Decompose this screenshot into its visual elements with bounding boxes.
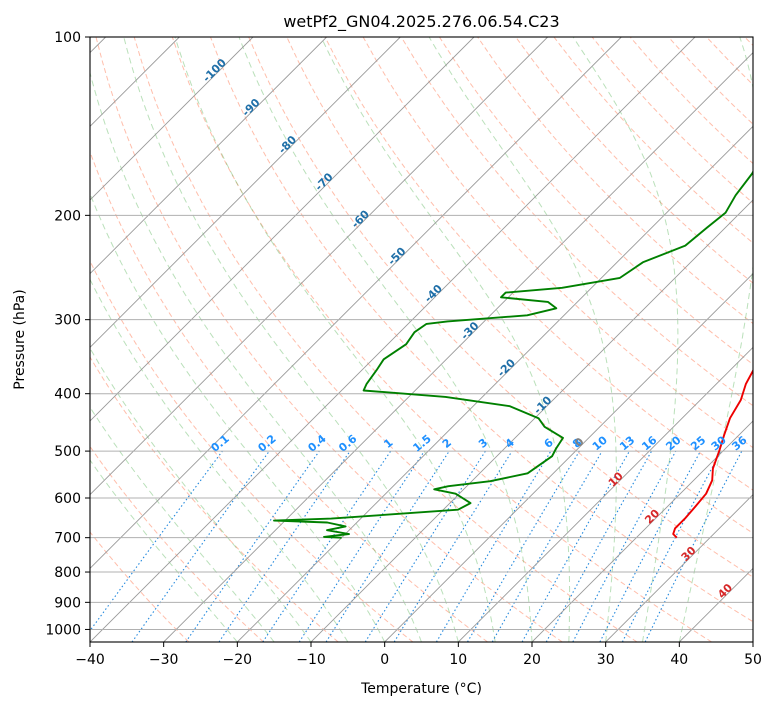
mixing-ratio-line [218,450,351,642]
dry-adiabat-line [515,37,753,284]
moist-adiabat-line [123,37,459,642]
x-tick-label: −30 [149,652,179,668]
moist-adiabat-line [90,278,349,642]
skewed-isotherms [90,37,753,642]
x-tick-label: −10 [296,652,326,668]
x-axis-title: Temperature (°C) [360,681,482,697]
dry-adiabat-line [90,445,264,642]
isotherm-line [90,37,696,642]
x-axis-ticks: −40 −30 −20 −10 0 10 20 30 40 50 [75,642,762,668]
mixing-ratio-line [262,450,392,642]
mixing-ratio-line [644,450,743,642]
mixing-ratio-lines [90,450,743,642]
y-tick-label: 600 [54,491,81,507]
x-tick-label: 20 [523,652,541,668]
mixing-ratio-line [325,450,450,642]
temperature-trace [672,368,753,539]
moist-adiabat-line [90,70,422,642]
dry-adiabat-line [324,37,753,491]
dry-adiabat-line [90,150,488,642]
mixing-ratio-line [545,450,653,642]
dry-adiabat-line [90,531,190,642]
y-tick-label: 100 [54,30,81,46]
isotherm-line [90,37,327,275]
moist-adiabat-line [90,192,386,642]
dry-adiabat-line [171,37,712,642]
dry-adiabat-line [248,37,753,578]
y-tick-label: 200 [54,208,81,224]
plot-frame [89,36,754,643]
isotherm-line [458,346,753,642]
isotherm-line [163,52,753,642]
x-tick-label: −20 [223,652,253,668]
isotherm-line [90,37,622,569]
moist-adiabat-line [572,37,679,642]
x-tick-label: 40 [670,652,688,668]
moist-adiabat-line [238,37,533,642]
y-tick-label: 1000 [45,622,81,638]
mixing-ratio-line [393,450,513,642]
mixing-ratio-line [298,450,425,642]
x-tick-label: 50 [744,652,762,668]
mixing-ratio-line [572,450,677,642]
moist-adiabat-line [90,406,275,642]
x-tick-label: 0 [380,652,389,668]
isotherm-line [384,273,753,642]
dewpoint-trace [273,169,753,539]
isotherm-line [605,494,753,642]
dry-adiabat-line [210,37,753,623]
y-tick-label: 400 [54,387,81,403]
sounding-traces [273,169,753,539]
plot-area: 0.1 0.2 0.4 0.6 1 1.5 2 3 4 6 8 10 13 16 20 25 30 36-100-… [90,37,753,642]
y-tick-label: 900 [54,595,81,611]
dry-adiabat-line [438,37,753,366]
isotherm-line [90,37,401,348]
dry-adiabat-line [133,37,638,642]
mixing-ratio-line [185,450,320,642]
isotherm-line [90,37,548,496]
mixing-ratio-line [90,450,223,632]
isotherm-line [310,199,753,642]
y-tick-label: 300 [54,313,81,329]
pressure-gridlines [90,37,753,630]
x-tick-label: 10 [449,652,467,668]
y-tick-label: 800 [54,565,81,581]
x-tick-label: −40 [75,652,105,668]
isotherm-line [237,125,753,642]
dry-adiabat-line [95,37,563,642]
y-tick-label: 500 [54,444,81,460]
x-tick-label: 30 [597,652,615,668]
chart-title: wetPf2_GN04.2025.276.06.54.C23 [283,12,559,32]
y-axis-ticks: 100 200 300 400 500 600 700 800 900 1000 [45,30,90,638]
moist-adiabat-line [428,37,617,642]
isotherm-line [90,37,475,422]
isotherm-line [531,420,753,642]
y-axis-title: Pressure (hPa) [12,289,28,389]
moist-adiabat-line [320,37,571,642]
y-tick-label: 700 [54,531,81,547]
isotherm-line [90,37,254,201]
mixing-ratio-line [521,450,630,642]
moist-adiabat-line [90,459,238,642]
dry-adiabat-line [90,356,339,642]
moist-adiabat-line [678,37,753,642]
mixing-ratio-line [131,450,270,642]
